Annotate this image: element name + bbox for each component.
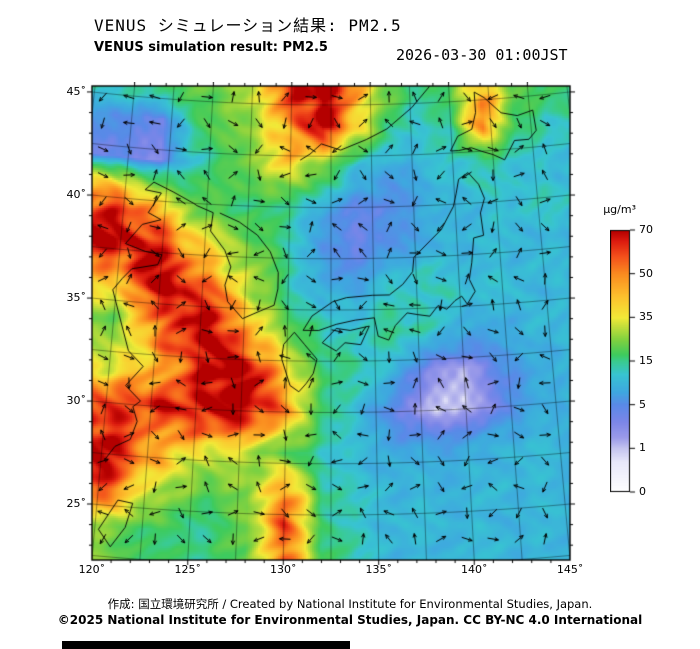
lon-tick-label: 125˚ (174, 563, 202, 576)
lat-tick-label: 25˚ (66, 497, 87, 510)
credit-text: 作成: 国立環境研究所 / Created by National Instit… (107, 597, 593, 611)
lat-tick-label: 40˚ (66, 188, 87, 202)
lat-tick-label: 30˚ (66, 394, 87, 408)
colorbar (610, 228, 640, 498)
colorbar-unit-label: μg/m³ (603, 203, 636, 216)
colorbar-tick-label: 70 (639, 223, 653, 236)
lon-tick-label: 135˚ (365, 563, 392, 576)
copyright-text: ©2025 National Institute for Environment… (57, 613, 643, 627)
simulation-timestamp: 2026-03-30 01:00JST (396, 46, 568, 64)
colorbar-tick-label: 15 (639, 354, 653, 367)
colorbar-tick-label: 35 (639, 310, 653, 324)
lon-tick-label: 130˚ (270, 563, 297, 576)
colorbar-tick-label: 0 (639, 485, 646, 498)
lat-tick-label: 45˚ (66, 84, 87, 98)
lat-tick-label: 35˚ (66, 291, 87, 305)
lon-tick-label: 145˚ (556, 563, 584, 576)
page-title-japanese: VENUS シミュレーション結果: PM2.5 (94, 16, 402, 35)
lon-tick-label: 120˚ (78, 563, 106, 576)
colorbar-tick-label: 50 (639, 266, 653, 280)
lon-tick-label: 140˚ (460, 563, 488, 576)
bottom-edge-bar (62, 641, 350, 649)
page-title-english: VENUS simulation result: PM2.5 (94, 40, 328, 55)
pm25-concentration-map (86, 82, 586, 574)
colorbar-tick-label: 5 (639, 397, 646, 411)
colorbar-tick-label: 1 (639, 441, 646, 455)
